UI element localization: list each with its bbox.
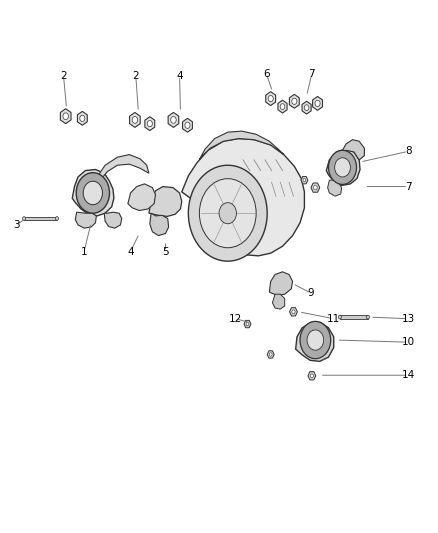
Polygon shape: [290, 94, 299, 108]
Circle shape: [132, 117, 138, 123]
Polygon shape: [24, 217, 57, 221]
Polygon shape: [278, 100, 287, 113]
Polygon shape: [183, 118, 192, 132]
Text: 7: 7: [405, 182, 412, 191]
Circle shape: [268, 95, 273, 102]
Text: 4: 4: [127, 247, 134, 256]
Text: 10: 10: [402, 337, 415, 347]
Circle shape: [310, 374, 314, 378]
Polygon shape: [266, 92, 276, 106]
Polygon shape: [267, 351, 274, 358]
Circle shape: [300, 321, 331, 359]
Polygon shape: [342, 140, 364, 160]
Text: 6: 6: [263, 69, 270, 78]
Polygon shape: [290, 308, 297, 316]
Polygon shape: [328, 180, 342, 196]
Polygon shape: [311, 183, 320, 192]
Polygon shape: [302, 101, 311, 114]
Text: 2: 2: [60, 71, 67, 80]
Circle shape: [307, 330, 324, 350]
Text: 8: 8: [405, 147, 412, 156]
Circle shape: [269, 353, 272, 356]
Text: 2: 2: [132, 71, 139, 80]
Text: 14: 14: [402, 370, 415, 380]
Polygon shape: [99, 155, 149, 179]
Polygon shape: [104, 212, 122, 228]
Polygon shape: [308, 372, 316, 380]
Polygon shape: [149, 187, 182, 216]
Text: 1: 1: [81, 247, 88, 256]
Circle shape: [171, 117, 176, 123]
Circle shape: [335, 158, 350, 177]
Circle shape: [304, 105, 309, 110]
Text: 13: 13: [402, 314, 415, 324]
Circle shape: [366, 315, 369, 319]
Circle shape: [315, 100, 320, 107]
Circle shape: [280, 104, 285, 109]
Polygon shape: [272, 294, 285, 309]
Text: 3: 3: [13, 220, 20, 230]
Text: 7: 7: [308, 69, 315, 78]
Circle shape: [292, 310, 295, 314]
Circle shape: [63, 113, 68, 119]
Circle shape: [199, 179, 256, 248]
Polygon shape: [150, 213, 169, 236]
Polygon shape: [244, 320, 251, 328]
Circle shape: [76, 173, 110, 213]
Polygon shape: [182, 139, 304, 256]
Circle shape: [303, 179, 306, 182]
Polygon shape: [130, 112, 140, 127]
Text: 12: 12: [229, 314, 242, 324]
Polygon shape: [75, 212, 96, 228]
Polygon shape: [60, 109, 71, 124]
Polygon shape: [296, 322, 334, 361]
Circle shape: [314, 185, 317, 190]
Circle shape: [147, 120, 152, 127]
Circle shape: [83, 181, 102, 205]
Text: 4: 4: [176, 71, 183, 80]
Polygon shape: [128, 184, 155, 211]
Polygon shape: [269, 272, 293, 295]
Circle shape: [55, 217, 59, 221]
Polygon shape: [313, 96, 322, 110]
Circle shape: [80, 115, 85, 122]
Text: 5: 5: [162, 247, 169, 256]
Polygon shape: [301, 176, 308, 184]
Polygon shape: [78, 111, 87, 125]
Polygon shape: [72, 169, 114, 216]
Circle shape: [23, 217, 25, 221]
Circle shape: [246, 322, 249, 326]
Text: 11: 11: [327, 314, 340, 324]
Circle shape: [185, 122, 190, 128]
Text: 9: 9: [307, 288, 314, 298]
Circle shape: [219, 203, 237, 224]
Polygon shape: [326, 149, 360, 185]
Polygon shape: [145, 117, 155, 131]
Circle shape: [338, 315, 342, 319]
Circle shape: [292, 98, 297, 104]
Polygon shape: [168, 112, 179, 127]
Polygon shape: [340, 315, 368, 319]
Circle shape: [328, 150, 357, 184]
Circle shape: [188, 165, 267, 261]
Polygon shape: [199, 131, 284, 160]
